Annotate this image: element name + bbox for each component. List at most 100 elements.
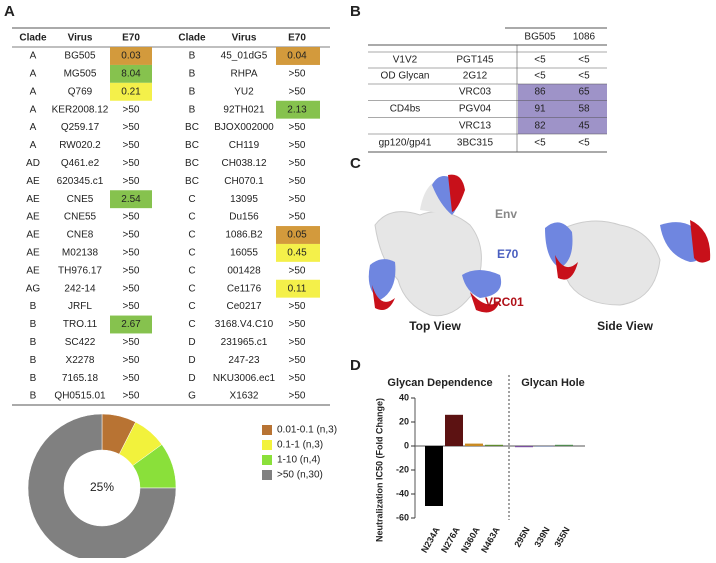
column-header: E70	[122, 33, 140, 44]
cell: >50	[123, 283, 140, 294]
cell: >50	[123, 140, 140, 151]
cell: >50	[289, 319, 306, 330]
cell: RHPA	[230, 69, 257, 80]
column-header: Virus	[68, 33, 93, 44]
view-label: Side View	[597, 319, 653, 333]
y-tick-label: -20	[396, 464, 409, 474]
cell: >50	[289, 337, 306, 348]
cell: <5	[534, 55, 546, 66]
cell-shade	[110, 190, 152, 209]
column-header: BG505	[524, 32, 556, 43]
legend-swatch	[262, 470, 272, 480]
cell: >50	[123, 337, 140, 348]
cell: >50	[289, 355, 306, 366]
cell: 620345.c1	[57, 176, 104, 187]
cell-shade	[276, 279, 320, 298]
y-tick-label: -40	[396, 488, 409, 498]
cell: >50	[289, 301, 306, 312]
cell: SC422	[65, 337, 96, 348]
cell: >50	[123, 265, 140, 276]
cell: A	[30, 140, 37, 151]
label-e70: E70	[497, 247, 519, 261]
cell: >50	[123, 391, 140, 402]
cell: TH976.17	[58, 265, 102, 276]
cell: CNE55	[64, 212, 97, 223]
section-label: Glycan Dependence	[387, 377, 492, 389]
cell: A	[30, 69, 37, 80]
cell: PGT145	[456, 55, 494, 66]
cell: 0.03	[121, 51, 141, 62]
cell: >50	[123, 373, 140, 384]
y-tick-label: 40	[399, 392, 409, 402]
cell: 13095	[230, 194, 258, 205]
cell: B	[30, 355, 37, 366]
cell: >50	[123, 104, 140, 115]
cell: C	[188, 212, 195, 223]
y-tick-label: 0	[404, 440, 409, 450]
cell: C	[188, 194, 195, 205]
cell: <5	[578, 71, 590, 82]
cell: >50	[123, 158, 140, 169]
cell: B	[30, 301, 37, 312]
cell-shade	[110, 82, 152, 101]
cell: G	[188, 391, 196, 402]
cell: B	[30, 337, 37, 348]
cell: 0.45	[287, 248, 307, 259]
cell: Ce1176	[227, 283, 262, 294]
cell: 0.05	[287, 230, 307, 241]
cell: 7165.18	[62, 373, 99, 384]
cell: 8.04	[121, 69, 141, 80]
legend-label: 0.01-0.1 (n,3)	[277, 425, 337, 436]
cell: >50	[123, 230, 140, 241]
cell: >50	[123, 355, 140, 366]
cell: AE	[26, 212, 40, 223]
cell: 3BC315	[457, 138, 494, 149]
cell-shade	[276, 47, 320, 65]
column-header: Clade	[178, 33, 206, 44]
cell: BG505	[64, 51, 96, 62]
cell-shade	[276, 100, 320, 119]
cell: AE	[26, 176, 40, 187]
cell: D	[188, 355, 195, 366]
cell: BC	[185, 176, 199, 187]
cell: >50	[123, 212, 140, 223]
cell: B	[30, 391, 37, 402]
cell: >50	[289, 265, 306, 276]
bar	[465, 443, 483, 446]
cell: M02138	[62, 248, 99, 259]
column-header: Virus	[232, 33, 257, 44]
legend-swatch	[262, 455, 272, 465]
cell: 2.13	[287, 104, 307, 115]
cell: CH038.12	[221, 158, 266, 169]
cell: KER2008.12	[52, 104, 109, 115]
panel-label: C	[350, 155, 361, 172]
cell: Q259.17	[61, 122, 100, 133]
bar	[555, 444, 573, 446]
cell: AE	[26, 265, 40, 276]
cell: V1V2	[393, 55, 418, 66]
cell: AE	[26, 248, 40, 259]
cell: 16055	[230, 248, 258, 259]
cell: 1086.B2	[225, 230, 263, 241]
column-header: E70	[288, 33, 306, 44]
cell: 91	[534, 104, 546, 115]
cell: >50	[123, 122, 140, 133]
cell: A	[30, 51, 37, 62]
legend-label: 1-10 (n,4)	[277, 455, 320, 466]
cell: CNE5	[67, 194, 94, 205]
cell: B	[189, 86, 196, 97]
cell: CNE8	[67, 230, 94, 241]
cell: NKU3006.ec1	[213, 373, 276, 384]
cell: VRC13	[459, 121, 492, 132]
cell: <5	[534, 138, 546, 149]
cell: >50	[289, 212, 306, 223]
cell: BC	[185, 158, 199, 169]
cell: >50	[289, 69, 306, 80]
cell: CH119	[229, 140, 260, 151]
cell: 2G12	[463, 71, 488, 82]
cell: >50	[289, 86, 306, 97]
cell: A	[30, 122, 37, 133]
cell: 001428	[227, 265, 261, 276]
cell: B	[30, 373, 37, 384]
